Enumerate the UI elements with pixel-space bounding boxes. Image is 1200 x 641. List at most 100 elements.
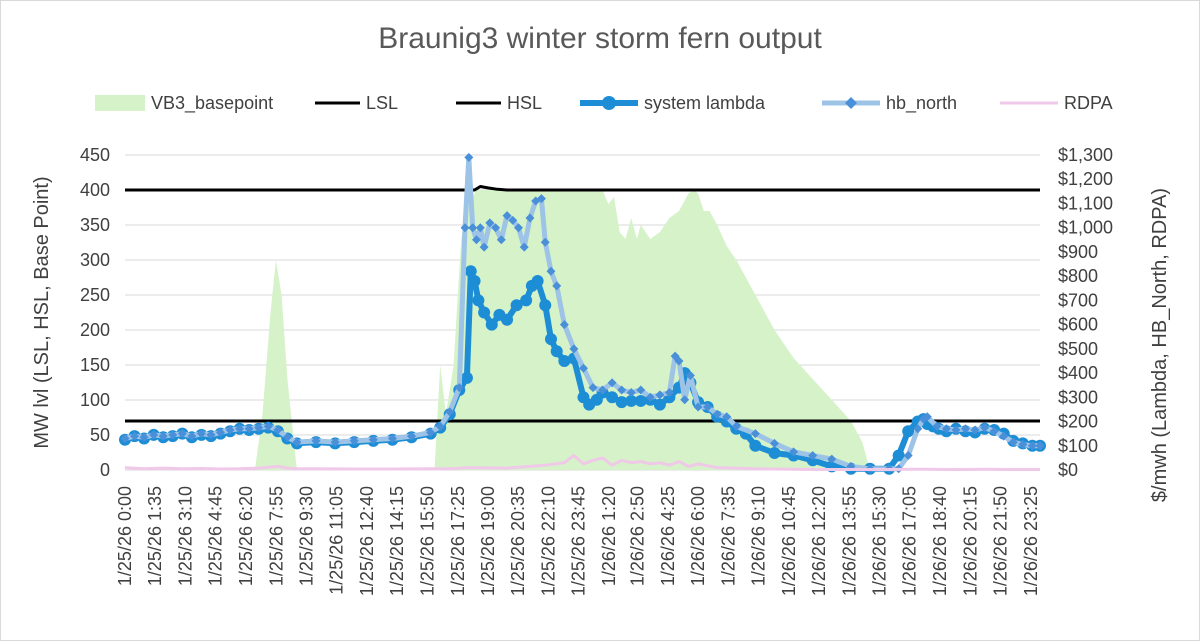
- series-hb-north-point: [922, 412, 932, 422]
- series-hb-north-point: [496, 235, 506, 245]
- series-hb-north-point: [731, 421, 741, 431]
- series-system-lambda-point: [539, 299, 552, 312]
- y2-tick-label: $1,000: [1058, 218, 1113, 238]
- series-hb-north-point: [685, 371, 695, 380]
- y2-axis-title: $/mwh (Lambda, HB_North, RDPA): [1149, 188, 1171, 502]
- x-tick-label: 1/26/26 23:25: [1021, 486, 1041, 596]
- series-hb-north-point: [703, 402, 713, 412]
- x-tick-label: 1/26/26 13:55: [839, 486, 859, 596]
- y2-tick-label: $600: [1058, 315, 1098, 335]
- series-hb-north-point: [168, 430, 178, 440]
- x-tick-label: 1/25/26 7:55: [266, 486, 286, 586]
- series-hb-north-point: [471, 235, 481, 245]
- series-hb-north-point: [454, 383, 464, 393]
- series-hb-north-point: [674, 356, 684, 366]
- series-hb-north-point: [206, 430, 216, 440]
- series-hb-north-point: [525, 213, 535, 223]
- series-system-lambda-point: [485, 318, 498, 331]
- legend-item-hsl: HSL: [456, 93, 542, 113]
- series-system-lambda-point: [768, 447, 781, 460]
- x-tick-label: 1/26/26 10:45: [779, 486, 799, 596]
- series-hb-north-point: [536, 194, 546, 204]
- legend-item-rdpa: RDPA: [1000, 93, 1113, 113]
- x-tick-label: 1/26/26 7:35: [718, 486, 738, 586]
- series-hb-north-point: [769, 438, 779, 448]
- series-system-lambda-point: [653, 398, 666, 411]
- y2-tick-label: $900: [1058, 242, 1098, 262]
- series-hb-north-point: [722, 412, 732, 422]
- y-tick-label: 200: [80, 320, 110, 340]
- series-system-lambda-point: [558, 354, 571, 367]
- series-hb-north-point: [460, 223, 470, 233]
- series-hb-north-point: [941, 424, 951, 434]
- y-tick-label: 100: [80, 390, 110, 410]
- y2-tick-label: $400: [1058, 363, 1098, 383]
- series-hb-north-point: [559, 320, 569, 330]
- series-system-lambda-point: [460, 371, 473, 384]
- series-hb-north-point: [1018, 440, 1028, 450]
- series-hb-north-point: [244, 424, 254, 434]
- series-vb3-basepoint-area: [125, 190, 1040, 470]
- x-tick-label: 1/26/26 4:25: [658, 486, 678, 586]
- legend-swatch: [95, 95, 145, 111]
- series-hb-north-point: [426, 427, 436, 437]
- x-tick-label: 1/26/26 12:20: [809, 486, 829, 596]
- series-hb-north-point: [216, 427, 226, 437]
- series-hb-north-point: [712, 409, 722, 419]
- y-tick-label: 350: [80, 215, 110, 235]
- series-hb-north-point: [588, 383, 598, 393]
- series-system-lambda-point: [468, 275, 481, 287]
- x-tick-label: 1/25/26 3:10: [176, 486, 196, 586]
- series-hb-north-point: [435, 421, 445, 431]
- legend-marker: [602, 96, 616, 110]
- legend-item-lsl: LSL: [315, 93, 398, 113]
- series-hb-north-point: [789, 447, 799, 457]
- series-hb-north-point: [407, 431, 417, 441]
- x-tick-label: 1/26/26 18:40: [930, 486, 950, 596]
- series-hb-north-point: [598, 385, 608, 395]
- series-system-lambda-point: [615, 396, 628, 409]
- series-hb-north-point: [196, 429, 206, 439]
- series-hb-north-point: [235, 424, 245, 434]
- series-hb-north-line: [124, 154, 1040, 472]
- y2-tick-label: $500: [1058, 339, 1098, 359]
- y-tick-label: 300: [80, 250, 110, 270]
- x-tick-label: 1/25/26 11:05: [327, 486, 347, 595]
- y2-tick-label: $300: [1058, 387, 1098, 407]
- x-tick-label: 1/25/26 4:45: [206, 486, 226, 586]
- x-tick-label: 1/25/26 17:25: [448, 486, 468, 596]
- x-tick-label: 1/25/26 0:00: [115, 486, 135, 586]
- x-tick-label: 1/25/26 9:30: [296, 486, 316, 586]
- x-tick-label: 1/25/26 23:45: [569, 486, 589, 596]
- x-tick-label: 1/26/26 1:20: [599, 486, 619, 586]
- series-hb-north-point: [546, 266, 556, 276]
- y2-tick-label: $1,300: [1058, 145, 1113, 165]
- x-tick-label: 1/26/26 15:30: [870, 486, 890, 596]
- legend-label: LSL: [366, 93, 398, 113]
- series-hb-north-point: [1035, 441, 1045, 451]
- series-hb-north-point: [569, 344, 579, 354]
- series-hb-north-point: [263, 421, 273, 431]
- legend-label: RDPA: [1064, 93, 1113, 113]
- series-hb-north-point: [961, 424, 971, 434]
- series-system-lambda-point: [749, 439, 762, 452]
- y2-tick-label: $800: [1058, 266, 1098, 286]
- legend-item-vb3-basepoint: VB3_basepoint: [95, 93, 273, 114]
- series-hb-north-point: [475, 223, 485, 233]
- series-hb-north-point: [750, 429, 760, 439]
- series-system-lambda-point: [531, 275, 544, 287]
- series-hb-north-point: [120, 434, 130, 443]
- series-hb-north-point: [187, 431, 197, 441]
- series-hb-north-point: [485, 218, 495, 228]
- legend-label: VB3_basepoint: [151, 93, 273, 114]
- series-hb-north-point: [139, 432, 149, 442]
- series-hb-north-point: [607, 378, 617, 388]
- y-axis-title: MW lvl (LSL, HSL, Base Point): [31, 176, 53, 448]
- y2-tick-label: $200: [1058, 412, 1098, 432]
- y-tick-label: 150: [80, 355, 110, 375]
- series-hb-north-point: [502, 211, 512, 221]
- series-hb-north-point: [1008, 437, 1018, 447]
- x-tick-label: 1/25/26 6:20: [236, 486, 256, 586]
- series-system-lambda-point: [606, 391, 619, 404]
- series-hb-north-point: [655, 390, 665, 400]
